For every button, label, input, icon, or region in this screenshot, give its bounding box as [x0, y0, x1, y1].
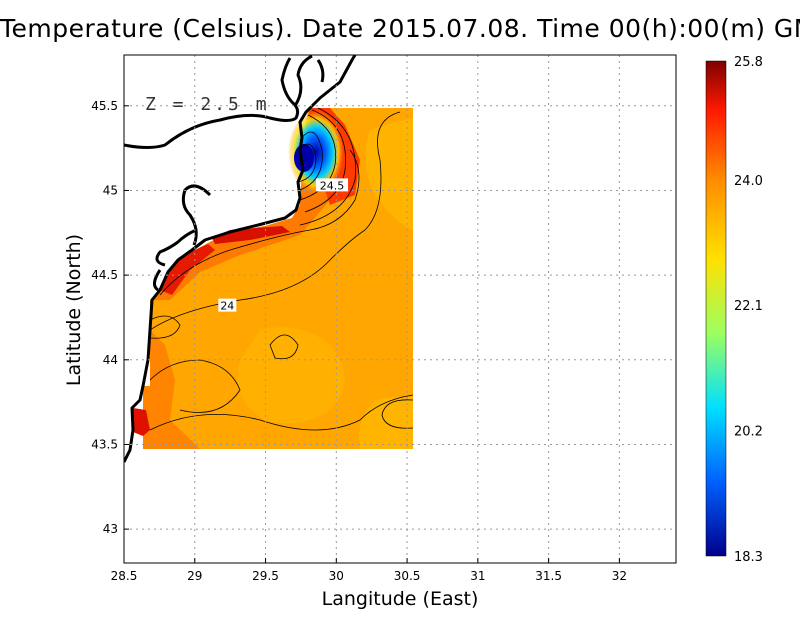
contour-line: [149, 315, 181, 339]
colorbar-tick-label: 24.0: [734, 174, 763, 189]
contour-line: [304, 109, 346, 213]
coastline-lagoon: [155, 228, 197, 267]
contour-line: [297, 143, 317, 183]
colorbar-frame: [705, 60, 727, 557]
x-tick-label: 31: [470, 569, 485, 583]
contour-line: [381, 399, 414, 429]
x-tick-label: 30.5: [394, 569, 421, 583]
colorbar-tick-label: 22.1: [734, 299, 763, 314]
colorbar-tick-label: 25.8: [734, 55, 763, 70]
contour-line: [299, 114, 337, 201]
depth-label: Z = 2.5 m: [145, 94, 270, 115]
coastline: [124, 55, 357, 463]
x-tick-label: 28.5: [111, 569, 138, 583]
coastline-inlet: [316, 59, 325, 83]
contour-label: 24.5: [320, 179, 345, 192]
sst-warm-strip: [160, 244, 215, 295]
x-tick-label: 30: [329, 569, 344, 583]
contour-label-box: [316, 178, 349, 192]
y-tick-label: 43: [103, 522, 118, 536]
chart-title: Temperature (Celsius). Date 2015.07.08. …: [0, 14, 800, 43]
grid-lines: [124, 55, 676, 563]
contour-line: [159, 149, 360, 296]
y-tick-label: 45.5: [91, 99, 118, 113]
coastline-inlet: [124, 57, 300, 149]
x-tick-label: 29: [187, 569, 202, 583]
y-tick-label: 43.5: [91, 437, 118, 451]
contour-labels: 24.5 24: [218, 178, 349, 313]
contour-line: [299, 131, 323, 191]
plot-frame: [123, 54, 677, 564]
contour-lines: [149, 107, 414, 431]
sst-warm-strip: [133, 408, 150, 436]
contour-line: [149, 394, 414, 431]
contour-line: [149, 359, 241, 413]
coastline-inlet: [293, 55, 313, 107]
sst-warm-patch: [237, 327, 345, 424]
contour-line: [299, 107, 356, 226]
sst-coastal-band: [143, 330, 200, 449]
axis-ticks: 28.5 29 29.5 30 30.5 31 31.5 32 43 43.5 44 44.5 45 45…: [91, 99, 627, 583]
y-tick-label: 44: [103, 353, 118, 367]
colorbar-tick-label: 18.3: [734, 550, 763, 565]
colorbar-tick-label: 20.2: [734, 425, 763, 440]
temperature-field: [133, 108, 413, 449]
coastline-main: [124, 55, 357, 463]
contour-label: 24: [220, 300, 234, 313]
x-tick-label: 31.5: [535, 569, 562, 583]
contour-label-box: [218, 298, 237, 312]
x-axis-label: Langitude (East): [321, 588, 479, 610]
contour-line: [269, 334, 299, 360]
colorbar: [706, 61, 726, 556]
x-tick-label: 32: [612, 569, 627, 583]
y-axis-label: Latitude (North): [63, 233, 85, 387]
x-tick-label: 29.5: [252, 569, 279, 583]
coastline-lagoon: [153, 269, 162, 292]
colorbar-labels: 25.8 24.0 22.1 20.2 18.3: [734, 55, 763, 565]
y-tick-label: 44.5: [91, 268, 118, 282]
y-tick-label: 45: [103, 183, 118, 197]
